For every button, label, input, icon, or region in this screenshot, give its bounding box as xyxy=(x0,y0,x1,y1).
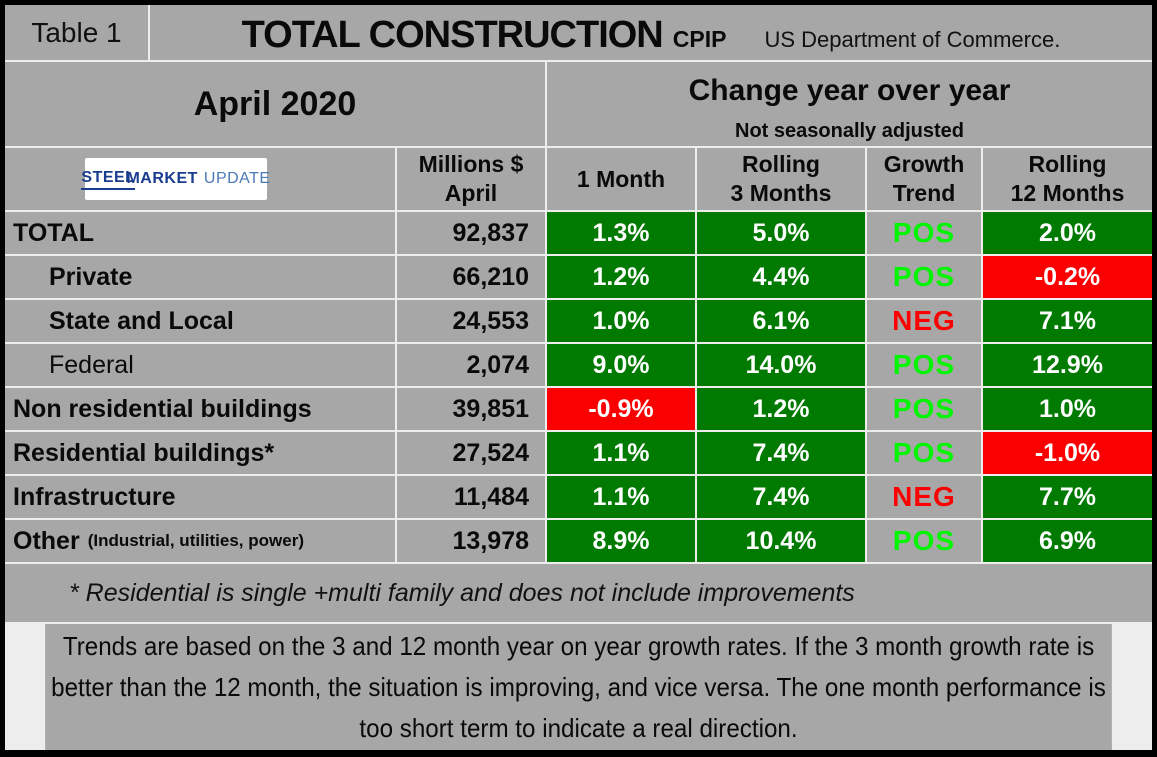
logo-cell: STEEL MARKET UPDATE xyxy=(5,148,395,210)
trend-explanation: Trends are based on the 3 and 12 month y… xyxy=(45,624,1112,750)
pct-rolling12: 7.7% xyxy=(983,476,1152,518)
row-label: Infrastructure xyxy=(5,476,395,518)
millions-value: 27,524 xyxy=(397,432,545,474)
trend-explanation-line: Trends are based on the 3 and 12 month y… xyxy=(62,630,1095,661)
column-header-millions: Millions $ April xyxy=(397,148,545,210)
pct-rolling3: 14.0% xyxy=(697,344,865,386)
pct-rolling12: 2.0% xyxy=(983,212,1152,254)
pct-1month: 1.0% xyxy=(547,300,695,342)
title-cell: TOTAL CONSTRUCTION CPIP US Department of… xyxy=(150,5,1152,60)
adjustment-note: Not seasonally adjusted xyxy=(735,120,964,142)
pct-rolling3: 6.1% xyxy=(697,300,865,342)
row-label: State and Local xyxy=(5,300,395,342)
residential-footnote: * Residential is single +multi family an… xyxy=(5,564,1152,622)
trend-value: NEG xyxy=(867,476,981,518)
millions-value: 11,484 xyxy=(397,476,545,518)
pct-rolling12: -1.0% xyxy=(983,432,1152,474)
period-label: April 2020 xyxy=(5,62,545,146)
pct-rolling12: 6.9% xyxy=(983,520,1152,562)
row-sublabel: (Industrial, utilities, power) xyxy=(87,531,304,550)
title-bar: Table 1 TOTAL CONSTRUCTION CPIP US Depar… xyxy=(5,5,1152,60)
page-title: TOTAL CONSTRUCTION xyxy=(241,14,664,56)
millions-value: 2,074 xyxy=(397,344,545,386)
millions-value: 24,553 xyxy=(397,300,545,342)
pct-rolling3: 10.4% xyxy=(697,520,865,562)
trend-value: POS xyxy=(867,344,981,386)
row-label: Federal xyxy=(5,344,395,386)
pct-1month: 1.1% xyxy=(547,476,695,518)
millions-value: 39,851 xyxy=(397,388,545,430)
pct-rolling3: 7.4% xyxy=(697,432,865,474)
pct-rolling12: 1.0% xyxy=(983,388,1152,430)
logo-word-steel: STEEL xyxy=(81,169,136,190)
pct-rolling3: 5.0% xyxy=(697,212,865,254)
pct-1month: 8.9% xyxy=(547,520,695,562)
pct-rolling3: 4.4% xyxy=(697,256,865,298)
pct-1month: 1.2% xyxy=(547,256,695,298)
pct-rolling12: 7.1% xyxy=(983,300,1152,342)
trend-value: POS xyxy=(867,388,981,430)
logo-word-market: MARKET xyxy=(126,170,198,187)
pct-rolling3: 7.4% xyxy=(697,476,865,518)
column-header-1month: 1 Month xyxy=(547,148,695,210)
pct-1month: -0.9% xyxy=(547,388,695,430)
trend-value: NEG xyxy=(867,300,981,342)
trend-explanation-line: better than the 12 month, the situation … xyxy=(51,671,1106,702)
change-title: Change year over year xyxy=(688,74,1011,107)
row-label: Other (Industrial, utilities, power) xyxy=(5,520,395,562)
row-label: Residential buildings* xyxy=(5,432,395,474)
data-table: April 2020 Change year over year Not sea… xyxy=(5,62,1152,562)
source-label: US Department of Commerce. xyxy=(764,27,1061,52)
pct-1month: 1.1% xyxy=(547,432,695,474)
change-header: Change year over year Not seasonally adj… xyxy=(547,62,1152,146)
column-header-rolling3: Rolling 3 Months xyxy=(697,148,865,210)
row-label: TOTAL xyxy=(5,212,395,254)
column-header-rolling12: Rolling 12 Months xyxy=(983,148,1152,210)
row-label: Non residential buildings xyxy=(5,388,395,430)
trend-value: POS xyxy=(867,256,981,298)
trend-value: POS xyxy=(867,212,981,254)
table-number-label: Table 1 xyxy=(5,5,148,60)
title-tag: CPIP xyxy=(672,26,727,52)
trend-value: POS xyxy=(867,520,981,562)
millions-value: 92,837 xyxy=(397,212,545,254)
millions-value: 13,978 xyxy=(397,520,545,562)
row-label: Private xyxy=(5,256,395,298)
steel-market-update-logo: STEEL MARKET UPDATE xyxy=(81,158,270,200)
pct-rolling3: 1.2% xyxy=(697,388,865,430)
pct-rolling12: 12.9% xyxy=(983,344,1152,386)
pct-rolling12: -0.2% xyxy=(983,256,1152,298)
logo-word-update: UPDATE xyxy=(203,170,271,187)
pct-1month: 1.3% xyxy=(547,212,695,254)
pct-1month: 9.0% xyxy=(547,344,695,386)
trend-explanation-line: too short term to indicate a real direct… xyxy=(359,712,798,743)
trend-value: POS xyxy=(867,432,981,474)
millions-value: 66,210 xyxy=(397,256,545,298)
column-header-growth-trend: Growth Trend xyxy=(867,148,981,210)
